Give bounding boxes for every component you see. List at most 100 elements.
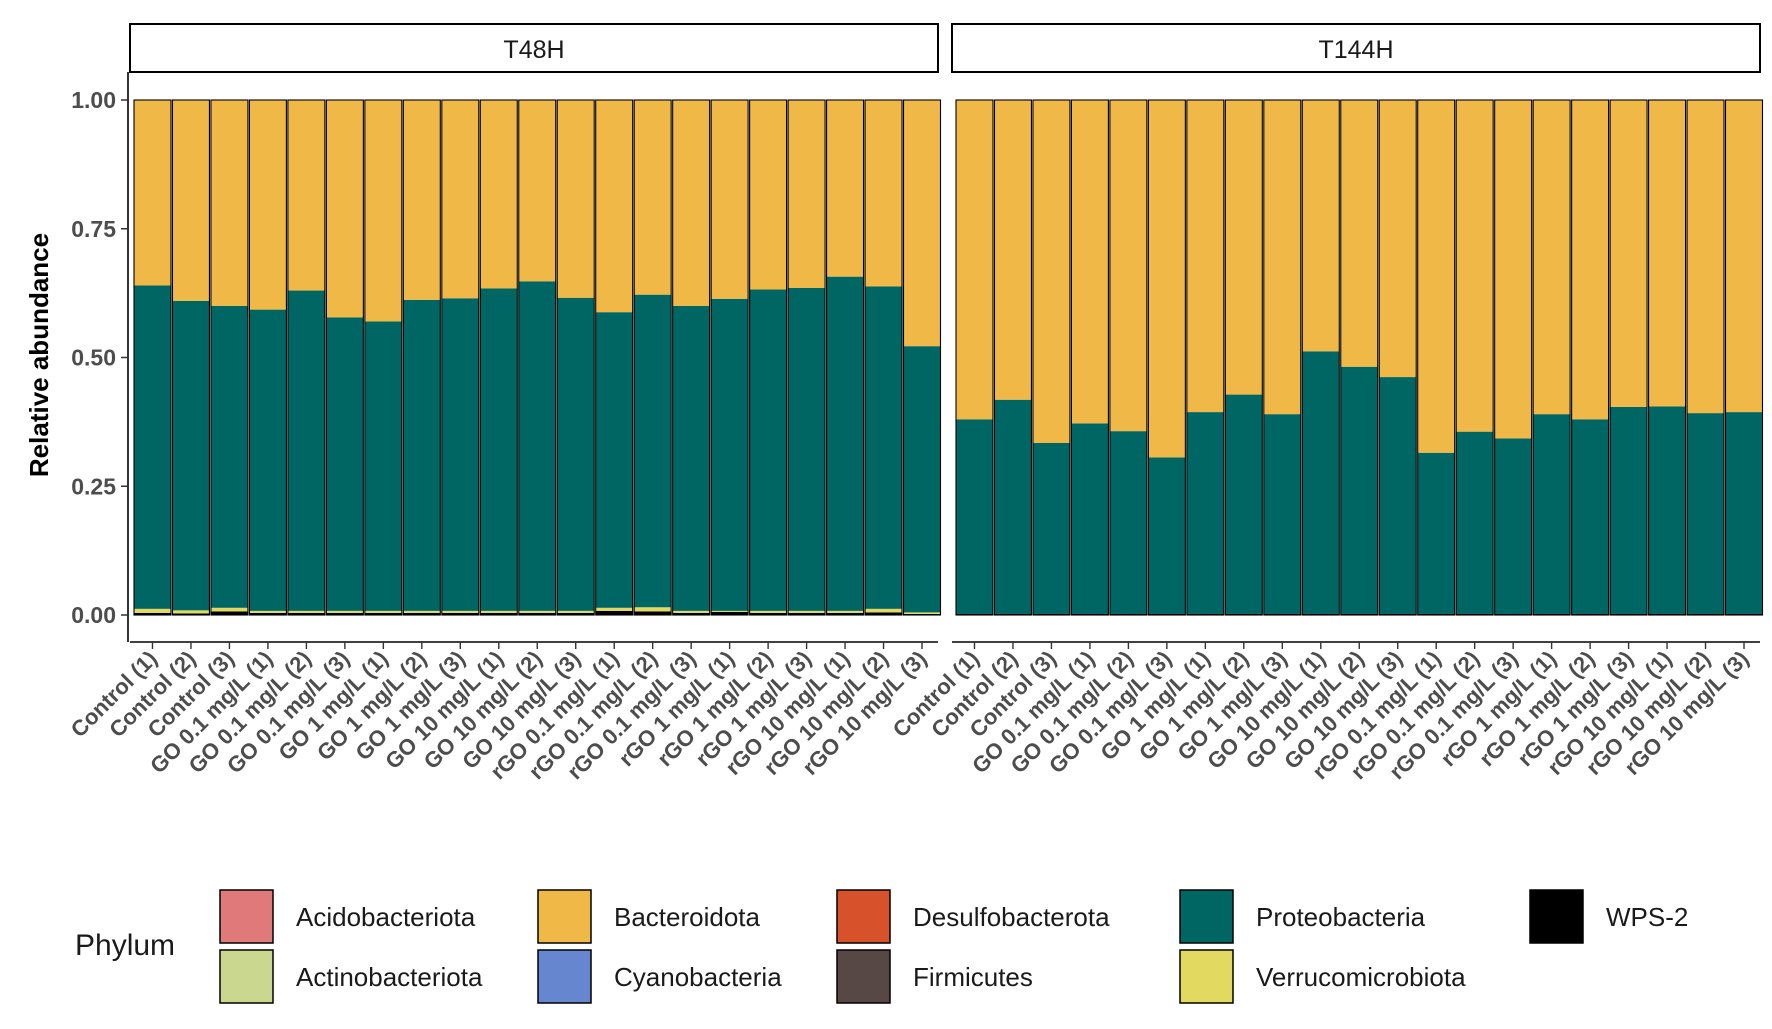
bar-segment-bacteroidota xyxy=(1725,100,1763,413)
bar-outline xyxy=(1032,99,1071,616)
bar-segment-bacteroidota xyxy=(994,100,1032,400)
bar-outline xyxy=(595,99,634,616)
bar-segment-proteobacteria xyxy=(1494,438,1532,614)
facet-title: T48H xyxy=(503,36,564,64)
bar-segment-bacteroidota xyxy=(956,100,993,420)
bar-segment-proteobacteria xyxy=(557,297,595,611)
y-tick-label: 1.00 xyxy=(71,87,116,113)
bar-segment-wps-2 xyxy=(595,610,633,615)
bar-outline xyxy=(955,99,994,616)
bar-segment-wps-2 xyxy=(826,612,864,615)
bar-segment-bacteroidota xyxy=(1148,100,1186,458)
bar-segment-bacteroidota xyxy=(826,100,864,277)
bar-outline xyxy=(133,99,172,616)
bar-segment-proteobacteria xyxy=(249,309,287,611)
bar-segment-proteobacteria xyxy=(1687,413,1725,614)
legend-label: Bacteroidota xyxy=(614,902,761,932)
bar-outline xyxy=(1532,99,1571,616)
bar-segment-wps-2 xyxy=(441,612,479,615)
bar-segment-proteobacteria xyxy=(595,312,633,608)
bar-segment-proteobacteria xyxy=(788,287,826,611)
bar-segment-verrucomicrobiota xyxy=(287,610,325,613)
bar-segment-wps-2 xyxy=(672,612,710,615)
bar-outline xyxy=(902,99,942,616)
legend-key-firmicutes xyxy=(836,949,891,1004)
legend-label: Cyanobacteria xyxy=(614,962,782,992)
bar-segment-proteobacteria xyxy=(1725,412,1763,614)
bar-outline xyxy=(287,99,326,616)
bar-outline xyxy=(749,99,788,616)
bar-segment-proteobacteria xyxy=(172,300,210,611)
bar-segment-verrucomicrobiota xyxy=(826,610,864,613)
bar-segment-bacteroidota xyxy=(1610,100,1648,407)
bars-T48H xyxy=(133,99,942,616)
bar-segment-proteobacteria xyxy=(518,281,556,611)
bar-segment-bacteroidota xyxy=(1302,100,1340,352)
bar-segment-bacteroidota xyxy=(403,100,441,300)
bar-segment-bacteroidota xyxy=(287,100,325,291)
bar-segment-verrucomicrobiota xyxy=(480,610,518,613)
bar-segment-wps-2 xyxy=(326,612,364,615)
bar-segment-wps-2 xyxy=(518,612,556,615)
bar-outline xyxy=(518,99,557,616)
bar-outline xyxy=(864,99,903,616)
facet-strip-T48H xyxy=(129,23,939,73)
bar-segment-bacteroidota xyxy=(326,100,364,318)
bar-outline xyxy=(1301,99,1340,616)
bar-outline xyxy=(1263,99,1302,616)
bar-segment-proteobacteria xyxy=(210,306,248,608)
bar-outline xyxy=(556,99,595,616)
bar-segment-bacteroidota xyxy=(210,100,248,306)
bar-segment-verrucomicrobiota xyxy=(788,610,826,613)
bar-segment-bacteroidota xyxy=(749,100,787,290)
legend-key-wps-2 xyxy=(1529,889,1584,944)
legend-title: Phylum xyxy=(75,929,175,962)
bar-segment-wps-2 xyxy=(249,612,287,615)
bar-segment-proteobacteria xyxy=(1571,419,1609,614)
bar-segment-bacteroidota xyxy=(1494,100,1532,439)
bar-segment-wps-2 xyxy=(557,612,595,615)
legend-key-acidobacteriota xyxy=(219,889,274,944)
bar-segment-proteobacteria xyxy=(287,290,325,611)
bar-segment-proteobacteria xyxy=(364,321,402,611)
bar-segment-bacteroidota xyxy=(865,100,903,287)
bar-segment-bacteroidota xyxy=(441,100,479,299)
bar-segment-wps-2 xyxy=(364,612,402,615)
bar-outline xyxy=(1571,99,1610,616)
bar-outline xyxy=(325,99,364,616)
bar-segment-bacteroidota xyxy=(480,100,518,289)
bar-segment-verrucomicrobiota xyxy=(441,610,479,613)
bar-segment-bacteroidota xyxy=(634,100,672,295)
bar-segment-proteobacteria xyxy=(956,419,993,614)
legend-key-verrucomicrobiota xyxy=(1179,949,1234,1004)
bar-segment-proteobacteria xyxy=(1148,457,1186,614)
bar-segment-verrucomicrobiota xyxy=(403,610,441,613)
bar-segment-bacteroidota xyxy=(1032,100,1070,443)
bar-segment-verrucomicrobiota xyxy=(865,608,903,613)
bars-T144H xyxy=(955,99,1764,616)
legend-label: Verrucomicrobiota xyxy=(1256,962,1466,992)
bar-segment-wps-2 xyxy=(210,611,248,615)
bar-segment-proteobacteria xyxy=(1263,414,1301,614)
bar-segment-verrucomicrobiota xyxy=(749,610,787,613)
bar-outline xyxy=(1417,99,1456,616)
bar-segment-bacteroidota xyxy=(172,100,210,301)
legend-label: Firmicutes xyxy=(913,962,1033,992)
bar-segment-bacteroidota xyxy=(249,100,287,310)
bar-outline xyxy=(1378,99,1417,616)
bar-segment-proteobacteria xyxy=(711,298,749,611)
bar-segment-proteobacteria xyxy=(903,346,941,613)
bar-outline xyxy=(441,99,480,616)
bar-segment-bacteroidota xyxy=(134,100,171,286)
bar-segment-wps-2 xyxy=(134,612,171,615)
legend-label: Desulfobacterota xyxy=(913,902,1110,932)
bar-segment-bacteroidota xyxy=(1263,100,1301,415)
bar-segment-proteobacteria xyxy=(403,299,441,611)
bar-segment-bacteroidota xyxy=(1417,100,1455,453)
bar-segment-proteobacteria xyxy=(1186,412,1224,614)
bar-segment-wps-2 xyxy=(749,612,787,615)
bar-segment-verrucomicrobiota xyxy=(364,610,402,613)
facet-title: T144H xyxy=(1318,36,1393,64)
bar-segment-bacteroidota xyxy=(1379,100,1417,378)
